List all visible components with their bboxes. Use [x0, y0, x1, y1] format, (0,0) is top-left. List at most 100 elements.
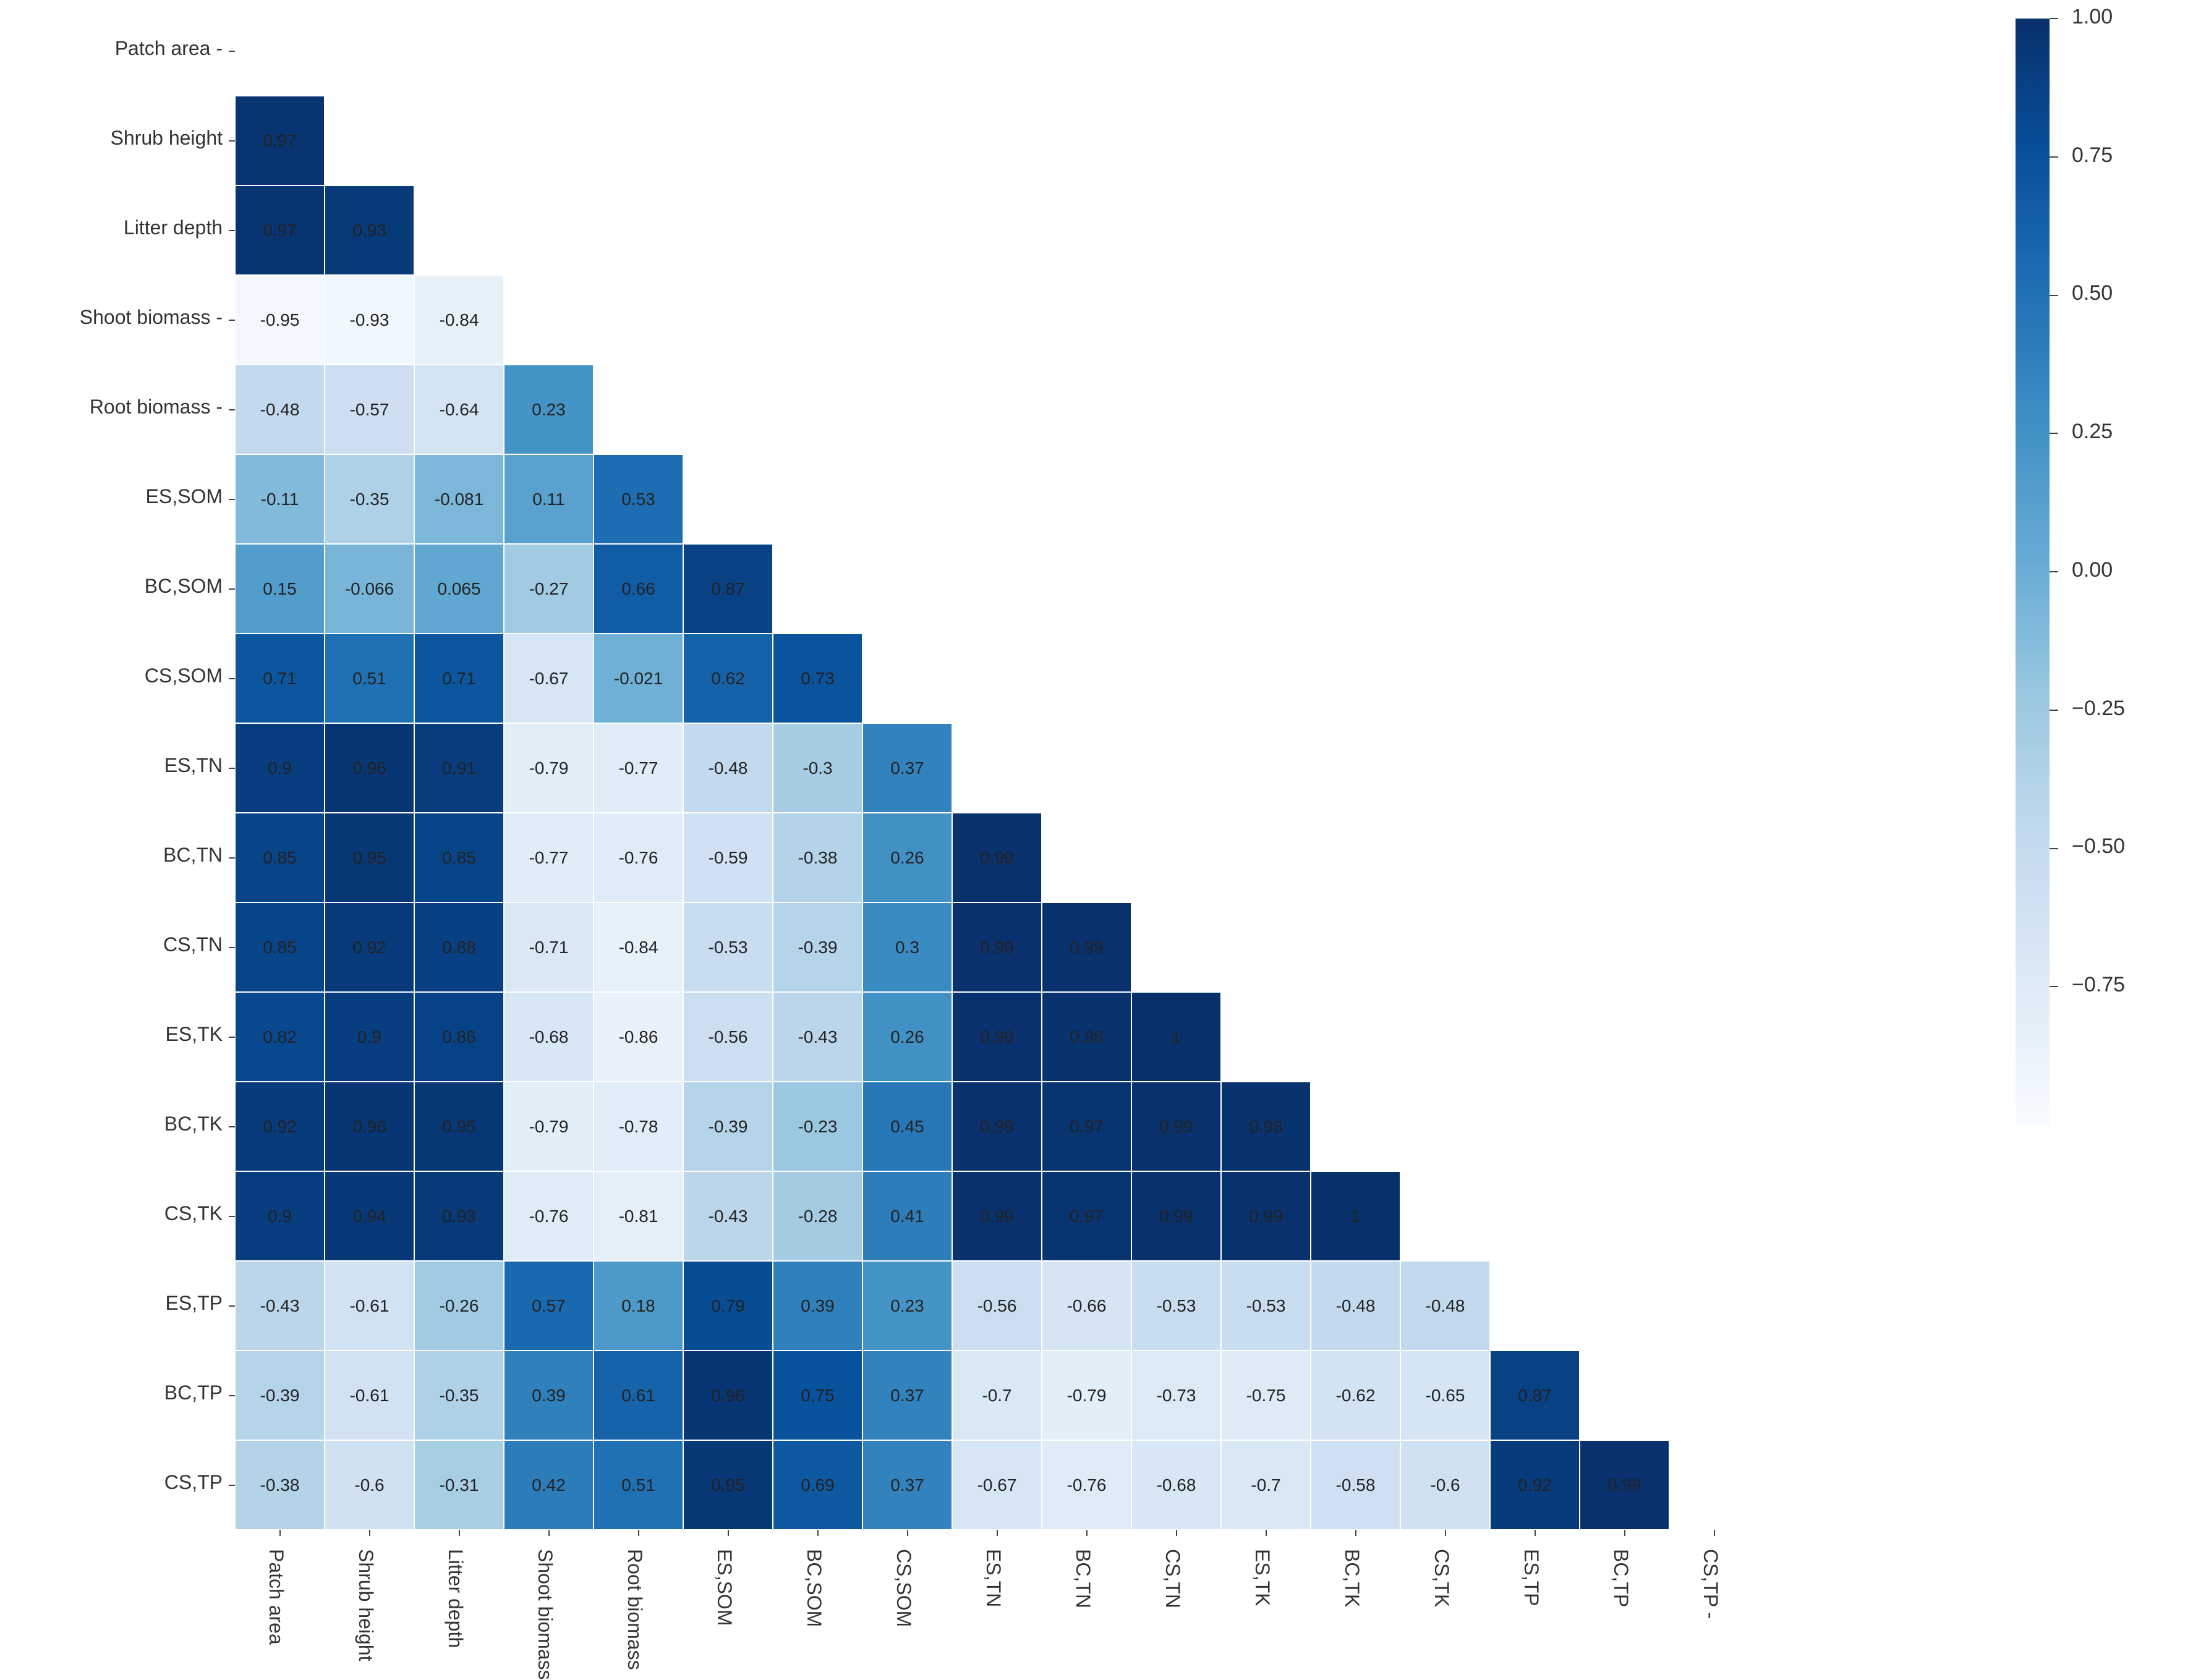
y-axis-label: CS,SOM — [37, 664, 223, 687]
heatmap-cell: -0.38 — [235, 1440, 325, 1530]
heatmap-cell: 0.85 — [235, 813, 325, 902]
heatmap-cell: 1 — [1311, 1171, 1400, 1261]
heatmap-cell: -0.39 — [235, 1351, 325, 1440]
colorbar-gradient — [2016, 19, 2050, 1125]
heatmap-cell: 0.97 — [1042, 1171, 1131, 1261]
heatmap-cell: 0.62 — [683, 634, 773, 723]
y-axis-tick — [229, 499, 235, 500]
cell-value: 0.41 — [890, 1207, 924, 1226]
cell-value: 0.99 — [1159, 1207, 1193, 1226]
heatmap-cell: 0.85 — [414, 813, 504, 902]
colorbar-tick — [2050, 986, 2058, 987]
cell-value: 0.95 — [352, 848, 386, 868]
cell-value: 0.88 — [442, 938, 476, 957]
colorbar-tick-label: −0.75 — [2072, 973, 2125, 997]
heatmap-cell: -0.71 — [504, 902, 594, 992]
heatmap-cell: 0.71 — [414, 634, 504, 723]
heatmap-cell: 0.82 — [235, 992, 325, 1082]
heatmap-cell: 0.95 — [683, 1440, 773, 1530]
cell-value: -0.68 — [529, 1027, 569, 1047]
heatmap-cell: 0.99 — [952, 992, 1042, 1082]
cell-value: 0.87 — [711, 579, 745, 599]
y-axis-label: ES,TK — [37, 1023, 223, 1046]
heatmap-cell: -0.31 — [414, 1440, 504, 1530]
cell-value: 0.96 — [352, 758, 386, 778]
heatmap-cell: -0.39 — [683, 1082, 773, 1171]
y-axis-tick — [229, 1305, 235, 1307]
colorbar-tick — [2050, 156, 2058, 158]
heatmap-cell: 0.9 — [235, 1171, 325, 1261]
heatmap-cell: 0.92 — [325, 902, 414, 992]
heatmap-cell: -0.27 — [504, 544, 594, 634]
y-axis-label: BC,TK — [37, 1113, 223, 1135]
cell-value: 0.51 — [352, 669, 386, 689]
colorbar-tick — [2050, 571, 2058, 572]
cell-value: 0.3 — [895, 938, 919, 957]
y-axis-label: Patch area - — [37, 37, 223, 60]
heatmap-cell: -0.48 — [1400, 1261, 1490, 1351]
heatmap-cell: 0.87 — [683, 544, 773, 634]
cell-value: 0.9 — [268, 1207, 292, 1226]
cell-value: 0.97 — [263, 221, 297, 240]
heatmap-cell: 0.9 — [325, 992, 414, 1082]
heatmap-cell: 0.18 — [594, 1261, 683, 1351]
y-axis-label: ES,SOM — [37, 485, 223, 508]
cell-value: 0.57 — [532, 1296, 566, 1316]
y-axis-label: CS,TK — [37, 1202, 223, 1225]
cell-value: 0.99 — [980, 848, 1014, 868]
x-axis-tick — [1714, 1530, 1715, 1536]
cell-value: -0.35 — [350, 490, 390, 509]
heatmap-cell: 0.45 — [862, 1082, 952, 1171]
cell-value: -0.066 — [345, 579, 394, 599]
heatmap-cell: 0.26 — [862, 992, 952, 1082]
cell-value: -0.53 — [1246, 1296, 1286, 1316]
cell-value: -0.48 — [709, 758, 748, 778]
cell-value: 1 — [1351, 1207, 1361, 1226]
heatmap-cell: 0.99 — [952, 1171, 1042, 1261]
cell-value: 0.85 — [442, 848, 476, 868]
cell-value: -0.73 — [1157, 1386, 1196, 1406]
cell-value: -0.76 — [1067, 1475, 1107, 1495]
cell-value: -0.6 — [1430, 1475, 1460, 1495]
heatmap-cell: -0.68 — [1131, 1440, 1221, 1530]
x-axis-tick — [997, 1530, 998, 1536]
y-axis-tick — [229, 1037, 235, 1038]
cell-value: 0.51 — [621, 1475, 655, 1495]
heatmap-cell: -0.39 — [773, 902, 862, 992]
cell-value: -0.39 — [709, 1117, 748, 1137]
heatmap-cell: 0.97 — [235, 185, 325, 275]
cell-value: -0.53 — [1157, 1296, 1196, 1316]
cell-value: 0.96 — [352, 1117, 386, 1137]
colorbar: 1.000.750.500.250.00−0.25−0.50−0.75 — [2016, 19, 2173, 1125]
cell-value: 0.23 — [532, 400, 566, 420]
cell-value: 0.26 — [890, 848, 924, 868]
y-axis-label: Shoot biomass - — [37, 306, 223, 329]
cell-value: 0.95 — [442, 1117, 476, 1137]
cell-value: -0.7 — [1251, 1475, 1280, 1495]
cell-value: 0.94 — [352, 1207, 386, 1226]
heatmap-cell: 0.93 — [325, 185, 414, 275]
cell-value: 0.87 — [1518, 1386, 1552, 1406]
heatmap-cell: 0.99 — [1042, 902, 1131, 992]
heatmap-cell: 0.26 — [862, 813, 952, 902]
cell-value: 0.45 — [890, 1117, 924, 1137]
heatmap-cell: -0.62 — [1311, 1351, 1400, 1440]
cell-value: -0.58 — [1336, 1475, 1376, 1495]
cell-value: -0.76 — [529, 1207, 569, 1226]
correlation-heatmap: 0.970.970.93-0.95-0.93-0.84-0.48-0.57-0.… — [37, 0, 2164, 1351]
cell-value: -0.77 — [619, 758, 658, 778]
heatmap-cell: 0.98 — [1221, 1082, 1311, 1171]
cell-value: -0.6 — [354, 1475, 384, 1495]
cell-value: 0.92 — [352, 938, 386, 957]
cell-value: -0.35 — [440, 1386, 479, 1406]
heatmap-cell: 0.79 — [683, 1261, 773, 1351]
heatmap-cell: -0.56 — [683, 992, 773, 1082]
y-axis-label: CS,TN — [37, 933, 223, 956]
cell-value: 0.93 — [352, 221, 386, 240]
y-axis-tick — [229, 1126, 235, 1127]
heatmap-cell: -0.77 — [594, 723, 683, 813]
heatmap-cell: 0.23 — [504, 365, 594, 454]
heatmap-cell: -0.48 — [235, 365, 325, 454]
cell-value: -0.53 — [709, 938, 748, 957]
cell-value: 0.93 — [442, 1207, 476, 1226]
